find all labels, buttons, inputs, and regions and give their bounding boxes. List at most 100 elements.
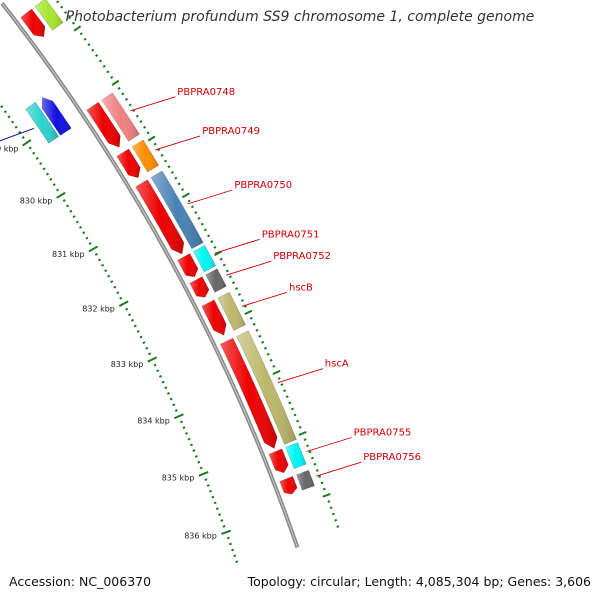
gene-hscb[interactable] [217,291,246,331]
ruler-minor-tick [28,146,32,150]
ruler-minor-tick [85,236,89,240]
outer-ruler-tick [128,103,132,107]
ruler-minor-tick [52,183,56,187]
gene-unlabeled-0-cds[interactable] [20,8,46,38]
gene-pbpra0750-label[interactable]: PBPRA0750 [234,180,292,191]
gene-hsca-label[interactable]: hscA [325,359,349,370]
gene-pbpra0755[interactable] [285,442,307,470]
gene-pbpra0751-label[interactable]: PBPRA0751 [262,229,320,240]
gene-pbpra0751[interactable] [192,244,217,273]
ruler-minor-tick [18,130,22,134]
gene-pbpra0749-leader-line [155,135,201,151]
gene-hscb-cds[interactable] [201,299,227,336]
ruler-minor-tick [72,215,76,219]
gene-pbpra0751-cds[interactable] [177,253,199,278]
ruler-minor-tick [158,374,162,378]
outer-ruler-tick [285,395,289,399]
outer-ruler-tick [318,475,322,479]
outer-ruler-tick [225,269,229,273]
outer-ruler-tick [106,70,110,74]
gene-pbpra0752-shade [205,268,227,293]
gene-pbpra0755-cds[interactable] [268,448,289,474]
gene-pbpra0756-cds[interactable] [279,476,298,495]
outer-ruler-major-tick [147,135,156,142]
gene-hscb-label[interactable]: hscB [289,282,313,293]
outer-ruler-tick [327,500,331,503]
outer-ruler-tick [222,263,226,267]
ruler-minor-tick [104,269,108,273]
outer-ruler-tick [252,322,256,326]
gene-hsca-cds-shade [220,338,278,449]
outer-ruler-tick [180,188,185,192]
ruler-minor-tick [169,397,173,401]
gene-hsca[interactable] [236,330,297,445]
gene-pbpra0752-cds[interactable] [189,276,210,298]
outer-ruler-major-tick [244,309,253,316]
outer-ruler-tick [64,10,68,14]
outer-ruler-tick [313,462,317,466]
gene-labels: PBPRA0747PBPRA0748PBPRA0749PBPRA0750PBPR… [0,87,421,477]
ruler-minor-tick [7,115,11,119]
ruler-minor-tick [35,156,39,160]
outer-ruler-tick [288,401,292,405]
ruler-minor-tick [189,443,193,447]
gene-pbpra0756-label[interactable]: PBPRA0756 [363,452,421,463]
outer-ruler-tick [255,328,259,332]
gene-hscb-shade [217,292,246,331]
outer-ruler-tick [102,64,106,68]
gene-pbpra0750-cds[interactable] [135,179,185,255]
outer-ruler-tick [308,450,312,454]
gene-pbpra0749-cds[interactable] [116,148,141,179]
backbone [0,1,300,549]
gene-pbpra0752-label[interactable]: PBPRA0752 [273,251,331,262]
outer-ruler-tick [322,487,326,491]
gene-pbpra0752-cds-shade [189,276,209,298]
ruler-minor-tick [94,252,98,256]
gene-pbpra0751-shade [193,245,216,272]
ruler-minor-tick [213,501,217,505]
gene-pbpra0755-leader-line [306,437,352,452]
gene-pbpra0755-cds-shade [268,448,289,473]
gene-pbpra0750[interactable] [150,170,204,250]
gene-pbpra0749[interactable] [131,139,160,173]
gene-pbpra0748-label[interactable]: PBPRA0748 [177,87,235,98]
gene-pbpra0752[interactable] [205,268,227,293]
ruler-minor-tick [182,426,186,430]
outer-ruler-tick [124,97,129,101]
outer-ruler-tick [315,469,319,472]
ruler-minor-tick [184,432,188,435]
outer-ruler-tick [213,246,217,249]
ruler-minor-tick [88,242,92,245]
ruler-minor-tick [130,318,135,322]
gene-pbpra0756[interactable] [296,469,315,491]
gene-pbpra0749-label[interactable]: PBPRA0749 [202,126,260,137]
gene-pbpra0755-label[interactable]: PBPRA0755 [354,428,412,439]
gene-pbpra0748-cds[interactable] [86,101,121,148]
gene-unlabeled-0[interactable] [34,0,64,31]
gene-unlabeled-0-shade [34,0,64,31]
ruler-minor-tick [69,209,73,213]
gene-hsca-cds[interactable] [219,337,278,449]
outer-ruler-tick [234,287,239,291]
ruler-minor-tick [211,495,215,499]
gene-pbpra0747[interactable] [25,101,60,144]
gene-pbpra0750-cds-shade [135,179,184,254]
gene-pbpra0747-cds[interactable] [41,96,72,136]
ruler-minor-tick [161,380,165,384]
outer-ruler-tick [243,304,247,308]
ruler-minor-tick [82,231,86,235]
outer-ruler-tick [71,21,76,25]
gene-pbpra0751-cds-shade [177,253,198,277]
gene-pbpra0748-shade [101,92,140,142]
ruler-minor-tick [113,285,117,289]
ruler-minor-tick [174,409,178,412]
outer-ruler-major-tick [298,430,307,436]
gene-pbpra0749-cds-shade [116,149,141,178]
gene-pbpra0748[interactable] [101,92,140,142]
ruler-minor-tick [226,536,230,540]
ruler-minor-tick [97,258,102,262]
gene-unlabeled-0-cds-shade [20,9,45,37]
outer-ruler-tick [146,131,150,135]
ruler-minor-tick [75,220,79,224]
